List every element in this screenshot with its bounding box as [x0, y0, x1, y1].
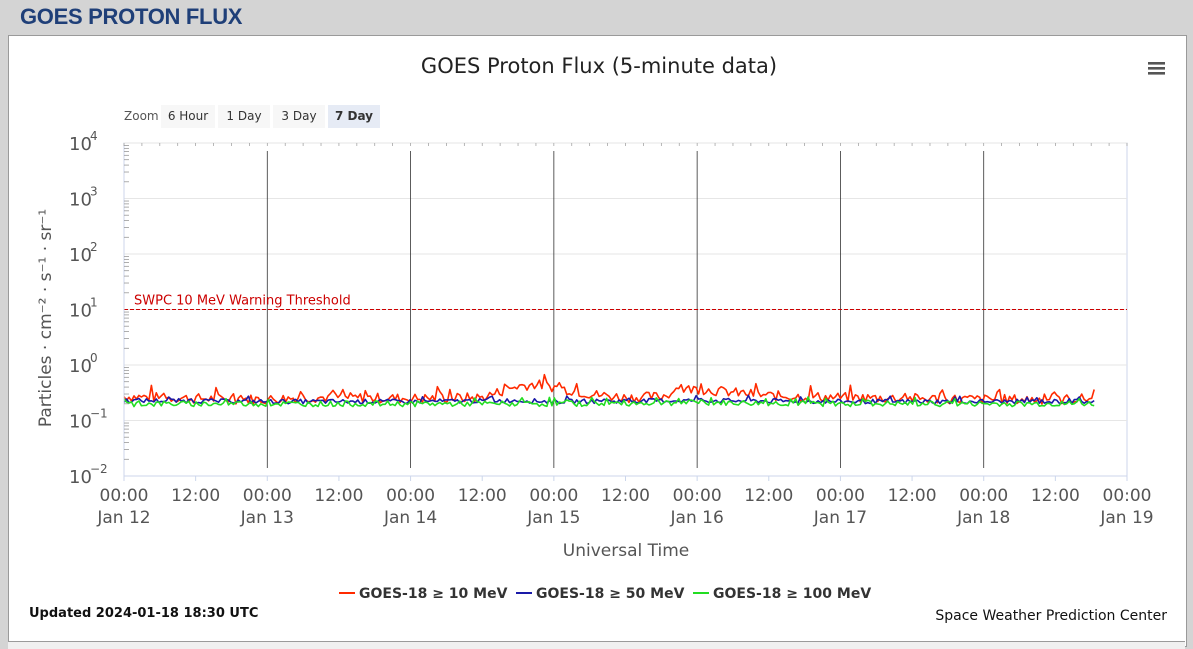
page-title: GOES PROTON FLUX — [20, 4, 243, 29]
y-axis-label: Particles · cm⁻² · s⁻¹ · sr⁻¹ — [36, 209, 56, 427]
y-tick-base: 10 — [69, 412, 92, 433]
y-tick-base: 10 — [69, 356, 92, 377]
x-tick-time: 12:00 — [601, 486, 650, 506]
y-tick-base: 10 — [69, 134, 92, 155]
x-tick-time: 00:00 — [959, 486, 1008, 506]
legend-label: GOES-18 ≥ 50 MeV — [536, 586, 685, 602]
zoom-button-1-day[interactable]: 1 Day — [218, 105, 270, 128]
y-tick-base: 10 — [69, 301, 92, 322]
y-tick-exponent: 2 — [90, 240, 98, 254]
zoom-button-label: 6 Hour — [168, 109, 208, 123]
series-lines — [123, 373, 1095, 408]
y-tick-base: 10 — [69, 467, 92, 488]
y-tick-exponent: −1 — [90, 407, 108, 421]
x-tick-date: Jan 12 — [96, 508, 150, 528]
legend-label: GOES-18 ≥ 10 MeV — [359, 586, 508, 602]
x-tick-time: 12:00 — [171, 486, 220, 506]
x-tick-time: 00:00 — [100, 486, 149, 506]
x-tick-time: 12:00 — [458, 486, 507, 506]
zoom-button-3-day[interactable]: 3 Day — [273, 105, 325, 128]
chart-title: GOES Proton Flux (5-minute data) — [421, 54, 777, 78]
x-tick-time: 00:00 — [816, 486, 865, 506]
zoom-button-label: 1 Day — [226, 109, 261, 123]
x-tick-time: 12:00 — [314, 486, 363, 506]
legend: GOES-18 ≥ 10 MeV GOES-18 ≥ 50 MeV GOES-18 … — [339, 586, 871, 602]
x-tick-date: Jan 17 — [813, 508, 867, 528]
y-tick-base: 10 — [69, 190, 92, 211]
y-tick-label: 103 — [69, 185, 98, 211]
y-tick-label: 101 — [69, 296, 98, 322]
x-tick-date: Jan 19 — [1099, 508, 1153, 528]
x-tick-time: 00:00 — [1103, 486, 1152, 506]
y-tick-exponent: −2 — [90, 462, 108, 476]
series-line-3 — [123, 396, 1095, 408]
legend-item[interactable]: GOES-18 ≥ 10 MeV — [339, 586, 508, 602]
bottom-strip — [8, 641, 1185, 649]
y-tick-label: 102 — [69, 240, 98, 266]
x-tick-date: Jan 18 — [956, 508, 1010, 528]
y-tick-exponent: 4 — [90, 129, 98, 143]
zoom-button-label: 3 Day — [281, 109, 316, 123]
x-tick-time: 00:00 — [243, 486, 292, 506]
threshold-label: SWPC 10 MeV Warning Threshold — [134, 294, 351, 309]
chart-panel: GOES Proton Flux (5-minute data) Zoom 6 … — [8, 35, 1187, 647]
x-tick-time: 12:00 — [888, 486, 937, 506]
legend-label: GOES-18 ≥ 100 MeV — [713, 586, 871, 602]
updated-text: Updated 2024-01-18 18:30 UTC — [29, 606, 258, 621]
zoom-selector: Zoom 6 Hour 1 Day 3 Day 7 Day — [124, 105, 380, 128]
x-tick-time: 00:00 — [673, 486, 722, 506]
x-axis-label: Universal Time — [563, 541, 689, 561]
x-tick-date: Jan 13 — [240, 508, 294, 528]
zoom-button-label: 7 Day — [335, 109, 373, 123]
legend-item[interactable]: GOES-18 ≥ 50 MeV — [516, 586, 685, 602]
y-tick-exponent: 3 — [90, 185, 98, 199]
zoom-button-6-hour[interactable]: 6 Hour — [161, 105, 215, 128]
x-tick-date: Jan 14 — [383, 508, 437, 528]
x-tick-date: Jan 16 — [670, 508, 724, 528]
y-tick-exponent: 1 — [90, 296, 98, 310]
x-tick-date: Jan 15 — [526, 508, 580, 528]
x-tick-time: 12:00 — [744, 486, 793, 506]
legend-item[interactable]: GOES-18 ≥ 100 MeV — [693, 586, 871, 602]
x-tick-time: 12:00 — [1031, 486, 1080, 506]
proton-flux-chart: GOES Proton Flux (5-minute data) Zoom 6 … — [29, 54, 1169, 624]
y-tick-exponent: 0 — [90, 351, 98, 365]
y-tick-label: 10−1 — [69, 407, 108, 433]
hamburger-menu-icon[interactable] — [1145, 60, 1169, 82]
zoom-label: Zoom — [124, 109, 159, 123]
y-tick-label: 100 — [69, 351, 98, 377]
warning-threshold: SWPC 10 MeV Warning Threshold — [124, 294, 1127, 310]
x-tick-time: 00:00 — [386, 486, 435, 506]
credit-text: Space Weather Prediction Center — [935, 608, 1167, 624]
y-tick-label: 104 — [69, 129, 98, 155]
y-tick-label: 10−2 — [69, 462, 108, 488]
zoom-button-7-day[interactable]: 7 Day — [328, 105, 380, 128]
y-tick-base: 10 — [69, 245, 92, 266]
x-tick-time: 00:00 — [529, 486, 578, 506]
